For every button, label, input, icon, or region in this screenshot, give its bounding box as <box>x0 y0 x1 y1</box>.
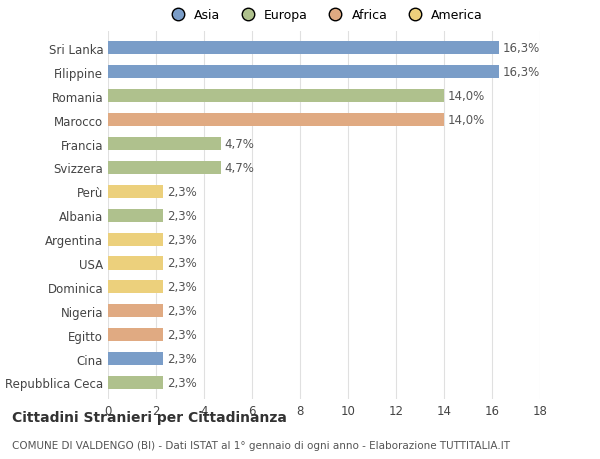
Bar <box>108 90 444 103</box>
Text: 4,7%: 4,7% <box>224 162 254 174</box>
Bar <box>108 162 221 174</box>
Text: 2,3%: 2,3% <box>167 185 197 198</box>
Text: 2,3%: 2,3% <box>167 353 197 365</box>
Bar <box>108 257 163 270</box>
Bar <box>108 114 444 127</box>
Text: 2,3%: 2,3% <box>167 305 197 318</box>
Text: 16,3%: 16,3% <box>503 42 540 55</box>
Bar <box>108 233 163 246</box>
Text: 14,0%: 14,0% <box>448 114 485 127</box>
Text: 2,3%: 2,3% <box>167 281 197 294</box>
Bar <box>108 305 163 318</box>
Bar <box>108 376 163 389</box>
Bar <box>108 66 499 79</box>
Text: 2,3%: 2,3% <box>167 329 197 341</box>
Text: COMUNE DI VALDENGO (BI) - Dati ISTAT al 1° gennaio di ogni anno - Elaborazione T: COMUNE DI VALDENGO (BI) - Dati ISTAT al … <box>12 440 510 450</box>
Text: 4,7%: 4,7% <box>224 138 254 151</box>
Text: Cittadini Stranieri per Cittadinanza: Cittadini Stranieri per Cittadinanza <box>12 411 287 425</box>
Legend: Asia, Europa, Africa, America: Asia, Europa, Africa, America <box>165 9 483 22</box>
Bar <box>108 185 163 198</box>
Text: 14,0%: 14,0% <box>448 90 485 103</box>
Bar <box>108 138 221 151</box>
Text: 2,3%: 2,3% <box>167 257 197 270</box>
Bar <box>108 281 163 294</box>
Bar <box>108 352 163 365</box>
Bar <box>108 42 499 56</box>
Text: 2,3%: 2,3% <box>167 209 197 222</box>
Bar <box>108 209 163 222</box>
Text: 2,3%: 2,3% <box>167 233 197 246</box>
Bar <box>108 328 163 341</box>
Text: 16,3%: 16,3% <box>503 66 540 79</box>
Text: 2,3%: 2,3% <box>167 376 197 389</box>
